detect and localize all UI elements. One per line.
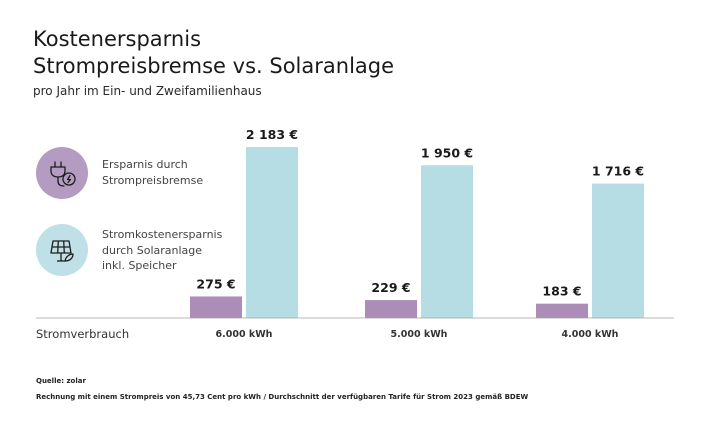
data-label-solaranlage-1: 1 950 € <box>421 145 473 160</box>
data-label-strompreisbremse-2: 183 € <box>542 284 581 299</box>
legend-item-solaranlage: Stromkostenersparnis durch Solaranlage i… <box>36 224 256 280</box>
chart-title: Kostenersparnis Strompreisbremse vs. Sol… <box>33 26 394 80</box>
chart-subtitle: pro Jahr im Ein- und Zweifamilienhaus <box>33 84 262 98</box>
data-label-strompreisbremse-0: 275 € <box>196 276 235 291</box>
x-tick-label-0: 6.000 kWh <box>216 329 273 340</box>
bar-strompreisbremse-0 <box>190 296 242 318</box>
bar-solaranlage-0 <box>246 147 298 318</box>
chart-title-line2: Strompreisbremse vs. Solaranlage <box>33 54 395 78</box>
power-plug-icon <box>50 161 76 187</box>
bar-group: 275 € 2 183 € 6.000 kWh 229 € 1 950 € 5.000 k… <box>190 127 644 340</box>
data-label-solaranlage-2: 1 716 € <box>592 164 644 179</box>
data-label-strompreisbremse-1: 229 € <box>371 280 410 295</box>
bar-solaranlage-1 <box>421 165 473 318</box>
x-tick-label-1: 5.000 kWh <box>391 329 448 340</box>
source-text: Quelle: zolar <box>36 377 86 385</box>
bar-solaranlage-2 <box>592 183 644 318</box>
legend-item-strompreisbremse: Ersparnis durch Strompreisbremse <box>36 147 256 203</box>
legend-label-strompreisbremse: Ersparnis durch Strompreisbremse <box>102 158 204 187</box>
chart-title-line1: Kostenersparnis <box>33 27 202 51</box>
legend-label-solaranlage: Stromkostenersparnis durch Solaranlage i… <box>102 228 223 272</box>
bar-strompreisbremse-2 <box>536 303 588 318</box>
data-label-solaranlage-0: 2 183 € <box>246 127 298 142</box>
solar-panel-icon <box>50 240 74 262</box>
bar-strompreisbremse-1 <box>365 300 417 318</box>
footnote-text: Rechnung mit einem Strompreis von 45,73 … <box>36 393 529 401</box>
x-axis-title: Stromverbrauch <box>36 327 130 341</box>
x-tick-label-2: 4.000 kWh <box>562 329 619 340</box>
legend-swatch-strompreisbremse <box>36 147 88 199</box>
legend-swatch-solaranlage <box>36 224 88 276</box>
